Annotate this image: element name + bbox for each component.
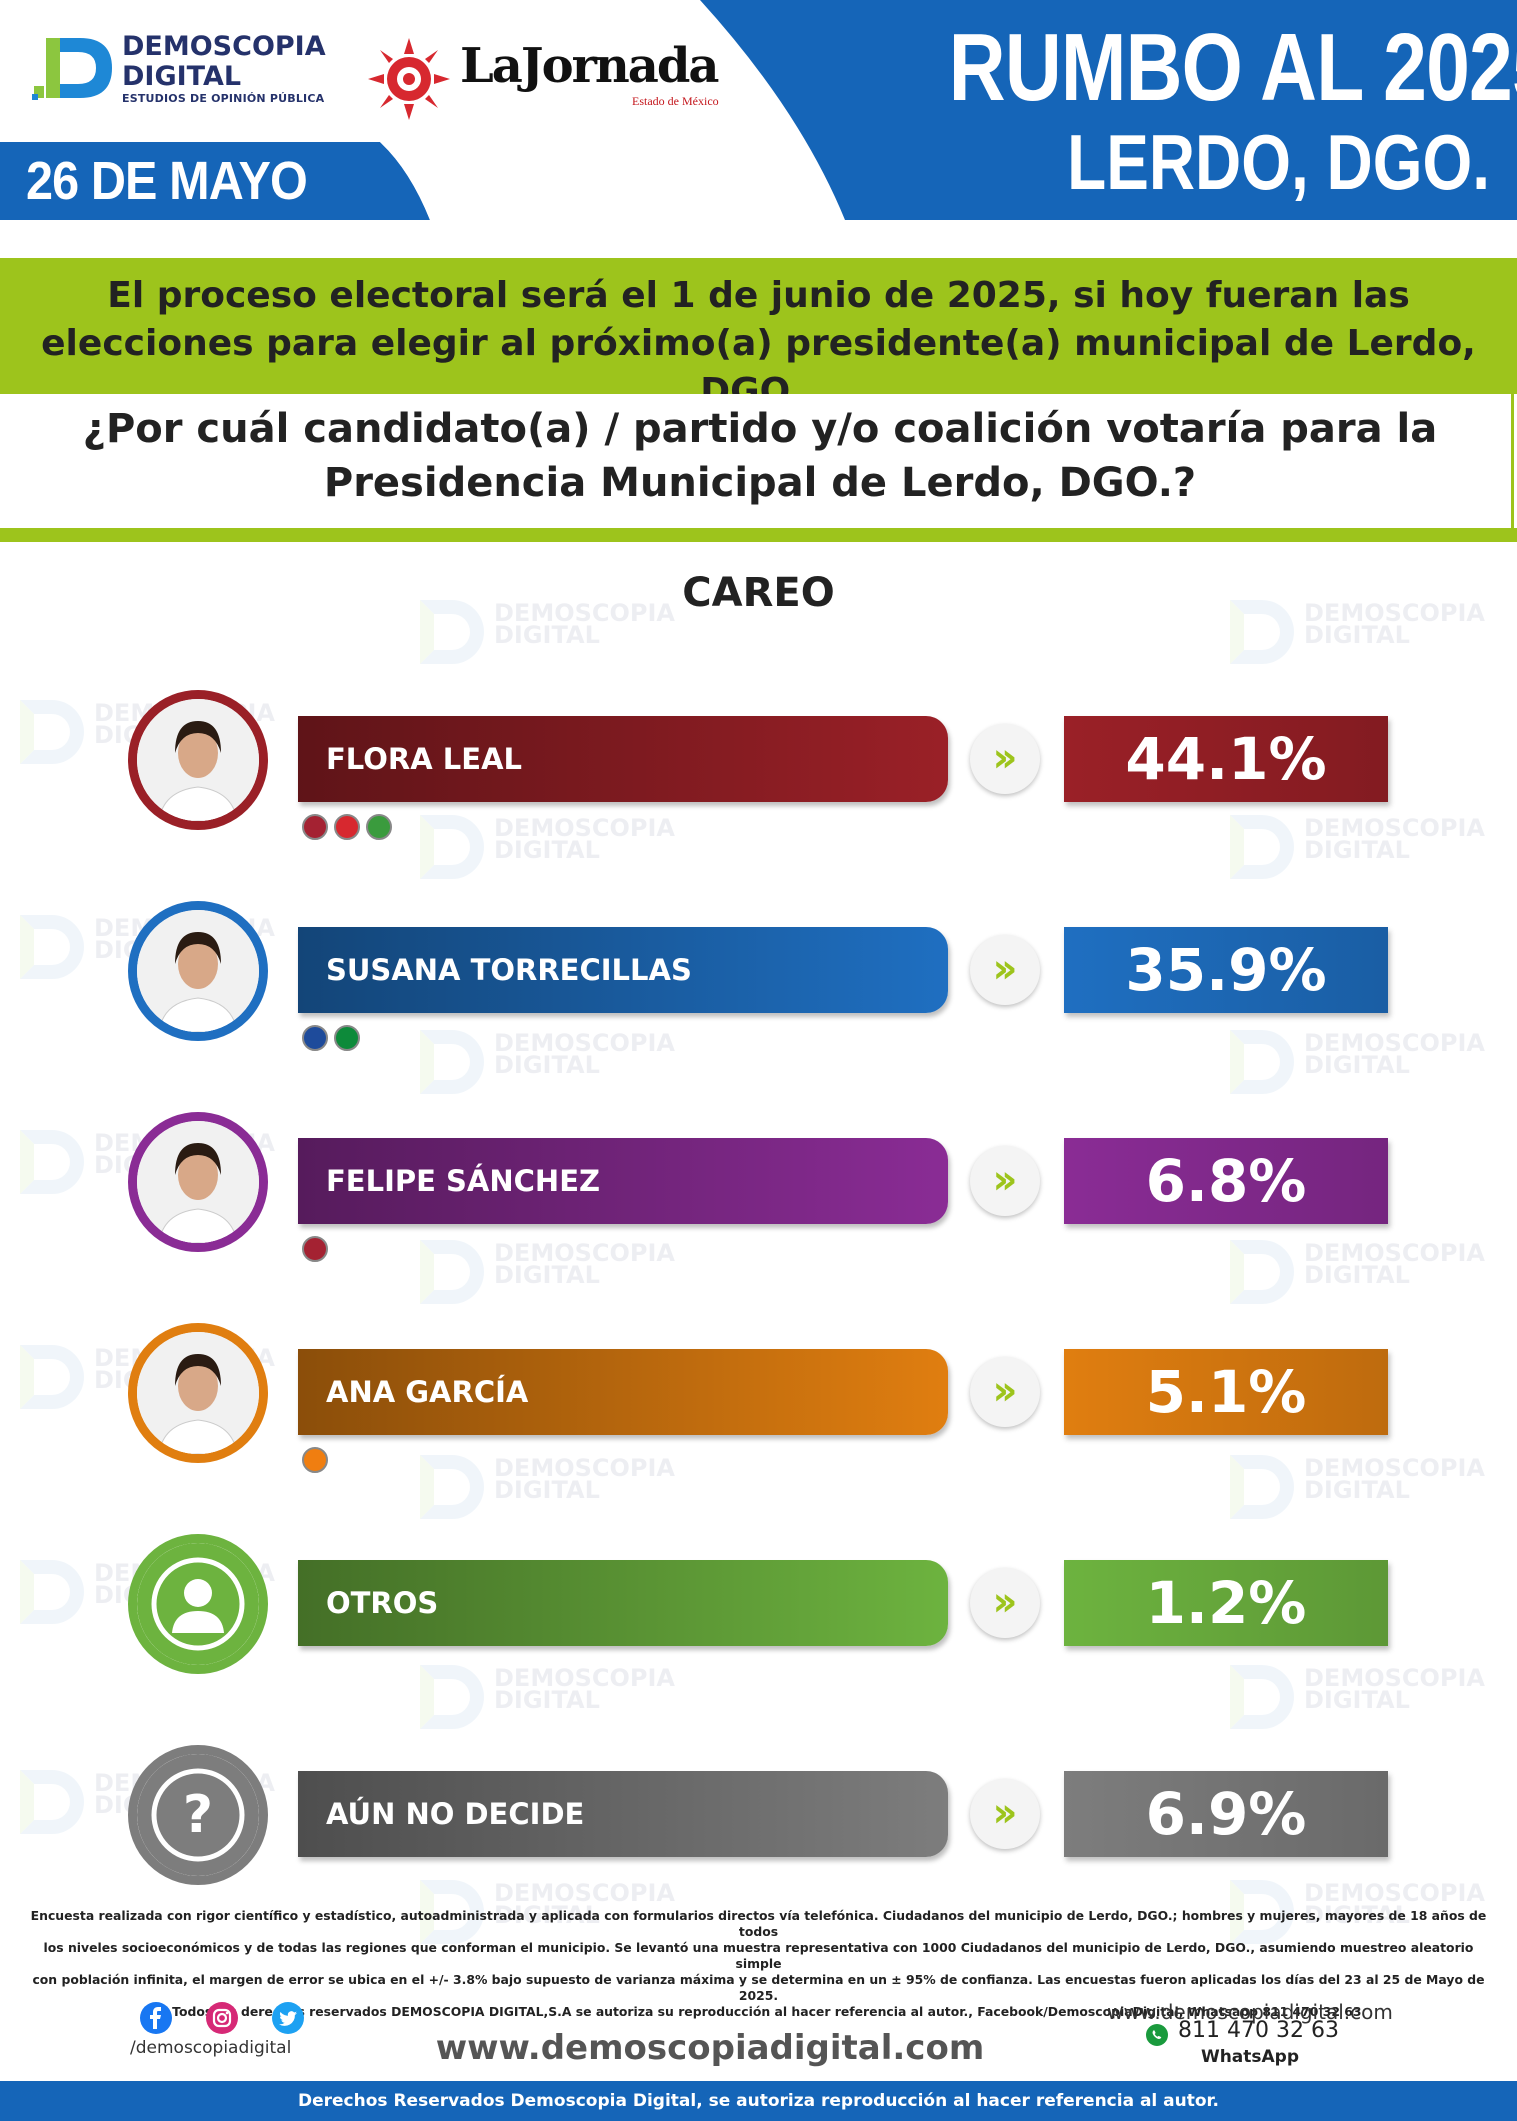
la-jornada-sun-icon bbox=[368, 38, 450, 120]
category-bar: ANA GARCÍA bbox=[298, 1349, 948, 1435]
party-logo-icon bbox=[302, 1447, 328, 1473]
intro-text: El proceso electoral será el 1 de junio … bbox=[41, 275, 1476, 412]
person-icon bbox=[128, 1534, 268, 1674]
facebook-icon[interactable] bbox=[140, 2002, 172, 2034]
rights-bar: Derechos Reservados Demoscopia Digital, … bbox=[0, 2081, 1517, 2121]
category-label: ANA GARCÍA bbox=[326, 1375, 529, 1409]
value-box: 5.1% bbox=[1064, 1349, 1388, 1435]
methodology-line: con población infinita, el margen de err… bbox=[32, 1972, 1485, 2003]
methodology-note: Encuesta realizada con rigor científico … bbox=[28, 1908, 1489, 2020]
question-text: ¿Por cuál candidato(a) / partido y/o coa… bbox=[82, 406, 1438, 506]
candidate-photo-icon bbox=[128, 1112, 268, 1252]
value-label: 35.9% bbox=[1125, 936, 1327, 1004]
value-box: 44.1% bbox=[1064, 716, 1388, 802]
category-bar: OTROS bbox=[298, 1560, 948, 1646]
demoscopia-logo-icon bbox=[32, 38, 112, 100]
party-logo-icon bbox=[302, 1025, 328, 1051]
double-chevron-icon: ›› bbox=[970, 1568, 1040, 1638]
question-box bbox=[0, 394, 1514, 528]
category-label: AÚN NO DECIDE bbox=[326, 1797, 585, 1831]
double-chevron-icon: ›› bbox=[970, 724, 1040, 794]
value-label: 5.1% bbox=[1145, 1358, 1307, 1426]
category-label: FELIPE SÁNCHEZ bbox=[326, 1164, 601, 1198]
question-mark-icon: ? bbox=[128, 1745, 268, 1885]
category-bar: FELIPE SÁNCHEZ bbox=[298, 1138, 948, 1224]
candidate-photo-icon bbox=[128, 901, 268, 1041]
party-logo-icon bbox=[302, 1236, 328, 1262]
value-box: 35.9% bbox=[1064, 927, 1388, 1013]
whatsapp-icon bbox=[1146, 2024, 1168, 2046]
question-underline bbox=[0, 528, 1517, 542]
chart-row: SUSANA TORRECILLAS ›› 35.9% bbox=[0, 901, 1517, 1061]
chart-row: FLORA LEAL ›› 44.1% bbox=[0, 690, 1517, 850]
pollster-name: DEMOSCOPIA DIGITAL bbox=[122, 31, 326, 92]
la-jornada-logo: LaJornada bbox=[460, 38, 720, 94]
chart-row: ANA GARCÍA ›› 5.1% bbox=[0, 1323, 1517, 1483]
chart-row: OTROS ›› 1.2% bbox=[0, 1534, 1517, 1694]
candidate-photo-icon bbox=[128, 690, 268, 830]
category-bar: FLORA LEAL bbox=[298, 716, 948, 802]
poll-date: 26 DE MAYO bbox=[26, 151, 308, 211]
party-logo-icon bbox=[334, 1025, 360, 1051]
value-label: 6.9% bbox=[1145, 1780, 1307, 1848]
double-chevron-icon: ›› bbox=[970, 1357, 1040, 1427]
website-link[interactable]: www.demoscopiadigital.com bbox=[435, 2028, 985, 2068]
methodology-line: © Todos los derechos reservados DEMOSCOP… bbox=[155, 2004, 1362, 2019]
value-label: 44.1% bbox=[1125, 725, 1327, 793]
category-bar: SUSANA TORRECILLAS bbox=[298, 927, 948, 1013]
whatsapp-label: WhatsApp bbox=[1200, 2047, 1300, 2067]
chart-row: ? AÚN NO DECIDE ›› 6.9% bbox=[0, 1745, 1517, 1905]
value-box: 6.9% bbox=[1064, 1771, 1388, 1857]
candidate-photo-icon bbox=[128, 1323, 268, 1463]
main-title: RUMBO AL 2025 bbox=[948, 14, 1517, 121]
la-jornada-region: Estado de México bbox=[632, 94, 719, 108]
header-blue-shapes bbox=[0, 0, 1517, 220]
chart-row: FELIPE SÁNCHEZ ›› 6.8% bbox=[0, 1112, 1517, 1272]
intro-band bbox=[0, 258, 1517, 394]
value-box: 6.8% bbox=[1064, 1138, 1388, 1224]
party-logo-icon bbox=[366, 814, 392, 840]
category-bar: AÚN NO DECIDE bbox=[298, 1771, 948, 1857]
party-logo-icon bbox=[334, 814, 360, 840]
category-label: SUSANA TORRECILLAS bbox=[326, 953, 692, 987]
social-handle[interactable]: /demoscopiadigital bbox=[130, 2038, 292, 2058]
twitter-icon[interactable] bbox=[272, 2002, 304, 2034]
value-box: 1.2% bbox=[1064, 1560, 1388, 1646]
social-icons bbox=[140, 2002, 340, 2042]
svg-text:?: ? bbox=[183, 1785, 213, 1845]
double-chevron-icon: ›› bbox=[970, 935, 1040, 1005]
website-link-secondary[interactable]: www.demoscopiadigital.com bbox=[1107, 2000, 1393, 2024]
main-subtitle: LERDO, DGO. bbox=[1067, 118, 1490, 206]
category-label: OTROS bbox=[326, 1586, 439, 1620]
methodology-line: Encuesta realizada con rigor científico … bbox=[30, 1908, 1487, 1939]
chart-title: CAREO bbox=[682, 570, 835, 616]
party-logo-icon bbox=[302, 814, 328, 840]
whatsapp-number[interactable]: 811 470 32 63 bbox=[1178, 2018, 1339, 2043]
double-chevron-icon: ›› bbox=[970, 1146, 1040, 1216]
double-chevron-icon: ›› bbox=[970, 1779, 1040, 1849]
instagram-icon[interactable] bbox=[206, 2002, 238, 2034]
category-label: FLORA LEAL bbox=[326, 742, 522, 776]
pollster-tagline: ESTUDIOS DE OPINIÓN PÚBLICA bbox=[122, 92, 325, 105]
rights-text: Derechos Reservados Demoscopia Digital, … bbox=[298, 2091, 1219, 2111]
methodology-line: los niveles socioeconómicos y de todas l… bbox=[43, 1940, 1474, 1971]
value-label: 1.2% bbox=[1145, 1569, 1307, 1637]
value-label: 6.8% bbox=[1145, 1147, 1307, 1215]
